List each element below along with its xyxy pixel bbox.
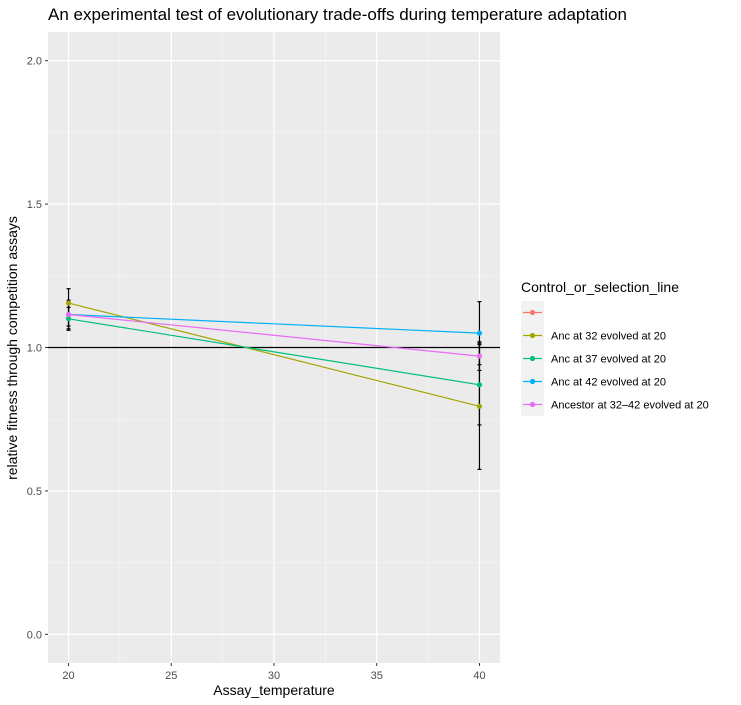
x-tick-label: 30: [268, 670, 280, 682]
legend-title: Control_or_selection_line: [521, 279, 679, 295]
legend-key-point: [529, 332, 536, 339]
data-point: [65, 300, 72, 306]
y-tick-label: 0.0: [27, 629, 42, 641]
y-axis-title: relative fitness through competition ass…: [4, 216, 20, 480]
series-line: [68, 302, 480, 407]
series-line: [68, 313, 480, 334]
data-point: [476, 382, 483, 388]
legend-key-point: [529, 355, 536, 362]
legend-label: Anc at 37 evolved at 20: [551, 354, 666, 366]
y-tick-label: 1.0: [27, 343, 42, 355]
y-tick-label: 2.0: [27, 56, 42, 68]
legend-key-point: [529, 401, 536, 408]
data-point: [476, 353, 483, 359]
x-tick-label: 35: [371, 670, 383, 682]
series-line: [68, 313, 480, 357]
series-layer: [68, 302, 480, 407]
data-point: [65, 316, 72, 322]
x-tick-label: 40: [473, 670, 485, 682]
series-line: [68, 318, 480, 386]
y-axis-ticks: 0.0 0.5 1.0 1.5 2.0: [27, 56, 48, 641]
legend-label: Anc at 32 evolved at 20: [551, 331, 666, 343]
y-tick-label: 0.5: [27, 486, 42, 498]
chart-title: An experimental test of evolutionary tra…: [48, 5, 627, 24]
data-point: [476, 330, 483, 336]
legend-key-point: [529, 309, 536, 316]
x-tick-label: 20: [62, 670, 74, 682]
x-tick-label: 25: [165, 670, 177, 682]
legend-label: Anc at 42 evolved at 20: [551, 377, 666, 389]
y-tick-label: 1.5: [27, 199, 42, 211]
legend-label: Ancestor at 32–42 evolved at 20: [551, 400, 709, 412]
legend-key-point: [529, 378, 536, 385]
legend: Anc at 32 evolved at 20 Anc at 37 evolved…: [521, 301, 709, 416]
x-axis-title: Assay_temperature: [213, 682, 335, 698]
data-point: [65, 311, 72, 318]
point-layer: [65, 300, 483, 409]
x-axis-ticks: 20 25 30 35 40: [62, 663, 486, 682]
data-point: [476, 403, 483, 409]
